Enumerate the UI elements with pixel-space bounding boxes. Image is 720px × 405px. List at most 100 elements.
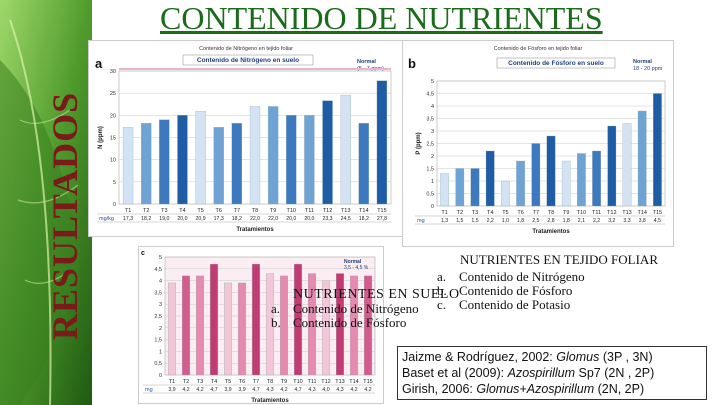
x-tick-label: T2	[143, 208, 149, 214]
data-label: 27,8	[377, 216, 387, 222]
bar	[249, 106, 261, 205]
bar	[195, 111, 206, 205]
bar	[266, 273, 275, 376]
references-box: Jaizme & Rodríguez, 2002: Glomus (3P , 3…	[397, 346, 707, 400]
data-label: 4,7	[294, 387, 301, 393]
data-label: 4,3	[266, 387, 273, 393]
bar	[470, 168, 480, 207]
x-tick-label: T11	[307, 379, 316, 385]
x-tick-label: T15	[377, 208, 386, 214]
data-label: 4,5	[654, 218, 661, 224]
bar	[637, 110, 647, 207]
bar	[304, 115, 315, 205]
x-tick-label: T12	[321, 379, 330, 385]
y-tick-label: 20	[110, 113, 116, 119]
data-label: 2,2	[487, 218, 494, 224]
data-label: 1,0	[502, 218, 509, 224]
data-label: 1,8	[517, 218, 524, 224]
bar	[577, 153, 586, 207]
table-row-key: mg/kg	[99, 216, 114, 222]
y-tick-label: 4	[159, 279, 162, 285]
x-tick-label: T13	[622, 210, 631, 216]
data-label: 4,7	[252, 387, 259, 393]
data-label: 4,2	[196, 387, 203, 393]
nitrogen-soil-chart: 0 5 10 15 20 25 30 T1 17,3 T2 18,2 T3 19,0 T4 20,0 T5 20…	[97, 46, 392, 233]
x-tick-label: T5	[225, 379, 231, 385]
x-tick-label: T4	[487, 210, 493, 216]
data-label: 3,8	[639, 218, 646, 224]
x-tick-label: T6	[517, 210, 523, 216]
leaf-background	[0, 0, 92, 405]
y-tick-label: 2,5	[426, 142, 434, 148]
bar	[363, 275, 372, 376]
table-row-key: mg	[145, 387, 153, 393]
table-row-key: mg	[417, 218, 425, 224]
bar	[485, 150, 495, 207]
chart-title: Contenido de Nitrógeno en suelo	[197, 57, 299, 64]
data-label: 23,3	[322, 216, 332, 222]
bar	[321, 280, 330, 376]
reference-item: Baset et al (2009): Azospirillum Sp7 (2N…	[402, 366, 655, 380]
x-tick-label: T6	[239, 379, 245, 385]
data-label: 3,9	[168, 387, 175, 393]
y-axis-label: P (ppm)	[416, 132, 422, 154]
chart-panel-a: 0 5 10 15 20 25 30 T1 17,3 T2 18,2 T3 19,0 T4 20,0 T5 20…	[88, 40, 404, 237]
x-tick-label: T3	[472, 210, 478, 216]
chart-panel-c: 0 0,5 1 1,5 2 2,5 3 3,5 4 4,5 5 T1 3,9 T2 4,2 T3 4,2 T4 4,…	[138, 246, 384, 404]
x-tick-label: T7	[533, 210, 539, 216]
data-label: 20,0	[177, 216, 187, 222]
data-label: 4,2	[280, 387, 287, 393]
bar	[531, 143, 541, 207]
y-tick-label: 15	[110, 136, 116, 142]
chart-title: Contenido de Fósforo en suelo	[508, 60, 604, 67]
bar	[286, 115, 297, 205]
y-tick-label: 4	[431, 104, 434, 110]
data-label: 3,2	[608, 218, 615, 224]
y-tick-label: 1	[431, 179, 434, 185]
x-tick-label: T10	[577, 210, 586, 216]
data-label: 1,8	[563, 218, 570, 224]
data-label: 17,3	[214, 216, 224, 222]
bar	[607, 125, 617, 207]
data-label: 4,2	[364, 387, 371, 393]
x-tick-label: T3	[161, 208, 167, 214]
x-tick-label: T7	[234, 208, 240, 214]
y-tick-label: 3	[431, 129, 434, 135]
y-tick-label: 0,5	[154, 361, 162, 367]
bar	[182, 275, 191, 376]
legend-range: 18 - 20 ppm	[633, 66, 663, 72]
x-tick-label: T5	[197, 208, 203, 214]
bar	[224, 282, 233, 376]
bar	[546, 135, 556, 207]
bar	[252, 263, 261, 376]
data-label: 20,0	[304, 216, 314, 222]
data-label: 2,8	[547, 218, 554, 224]
x-tick-label: T6	[216, 208, 222, 214]
y-tick-label: 0	[113, 202, 116, 208]
y-tick-label: 3,5	[426, 117, 434, 123]
data-label: 1,3	[441, 218, 448, 224]
y-tick-label: 10	[110, 158, 116, 164]
bar	[210, 263, 219, 376]
reference-item: Jaizme & Rodríguez, 2002: Glomus (3P , 3…	[402, 350, 653, 364]
bar	[653, 93, 662, 207]
panel-letter-b: b	[408, 56, 416, 71]
x-tick-label: T2	[183, 379, 189, 385]
y-tick-label: 5	[431, 79, 434, 85]
phosphorus-soil-chart: 0 0,5 1 1,5 2 2,5 3 3,5 4 4,5 5 T1 1,3 T2 1,5 T3 1,5 T4 2,…	[415, 46, 666, 235]
bar	[307, 273, 316, 376]
x-tick-label: T9	[281, 379, 287, 385]
x-tick-label: T13	[335, 379, 344, 385]
bar	[177, 115, 188, 205]
x-tick-label: T13	[341, 208, 350, 214]
bar	[196, 275, 205, 376]
y-tick-label: 0	[431, 204, 434, 210]
data-label: 3,9	[238, 387, 245, 393]
y-tick-label: 5	[113, 180, 116, 186]
x-tick-label: T12	[607, 210, 616, 216]
panel-header: Contenido de Nitrógeno en tejido foliar	[199, 46, 293, 52]
data-label: 18,2	[359, 216, 369, 222]
bar	[501, 180, 510, 207]
x-tick-label: T14	[359, 208, 368, 214]
data-label: 1,5	[471, 218, 478, 224]
